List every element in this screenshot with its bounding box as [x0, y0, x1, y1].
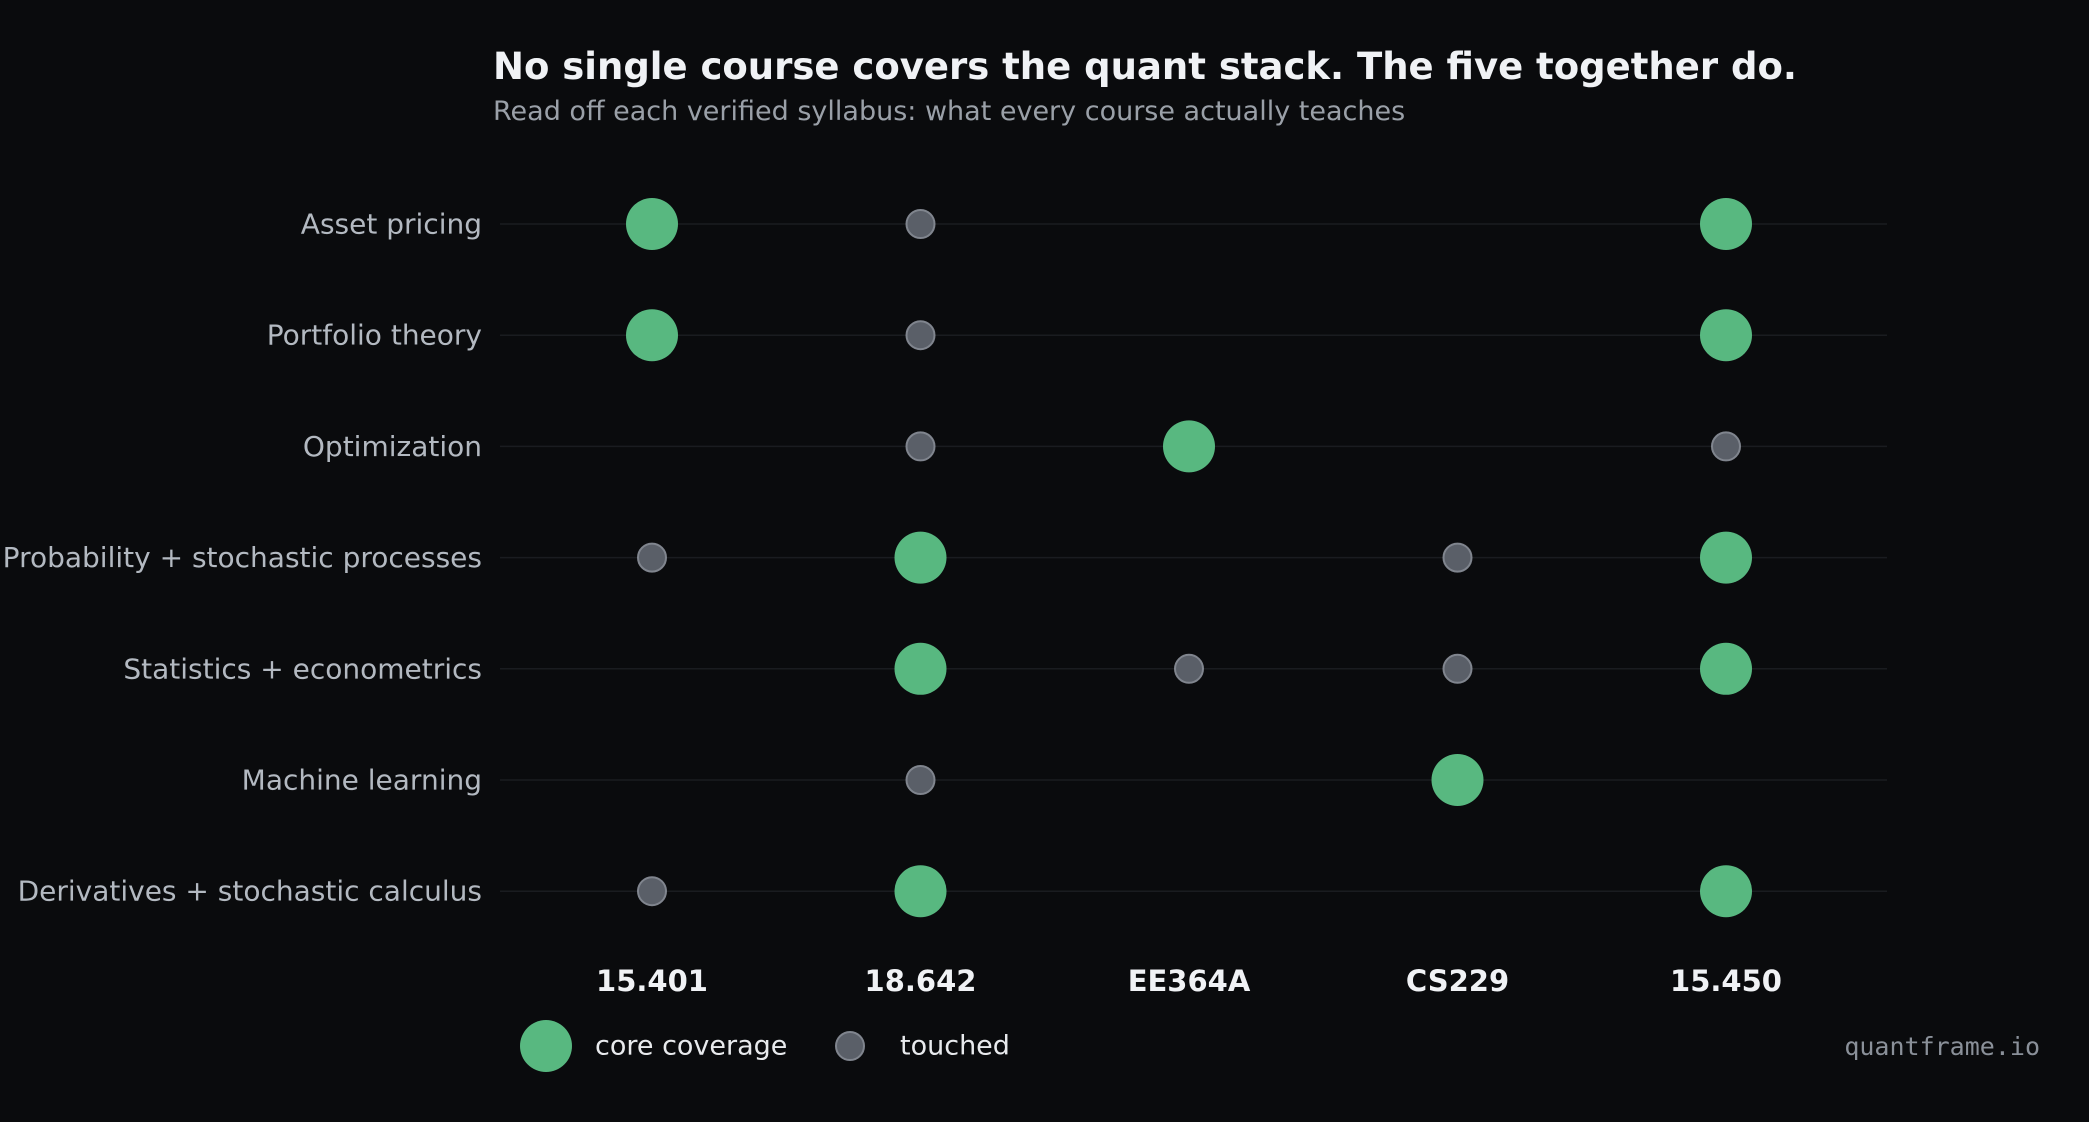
row-labels: Asset pricing Portfolio theory Optimizatio… [3, 208, 482, 908]
core-dot-machine-learning-cs229 [1431, 754, 1484, 806]
row-label-asset-pricing: Asset pricing [301, 208, 482, 241]
watermark: quantframe.io [1844, 1032, 2040, 1061]
column-labels: 15.401 18.642 EE364A CS229 15.450 [596, 964, 1782, 998]
core-dot-probability-stochastic-processes-15-450 [1700, 531, 1752, 584]
row-label-statistics-econometrics: Statistics + econometrics [123, 652, 482, 685]
column-label-cs229: CS229 [1406, 964, 1509, 998]
touched-dot-statistics-econometrics-cs229 [1442, 653, 1473, 684]
touched-dot-probability-stochastic-processes-15-401 [637, 542, 667, 573]
chart-subtitle: Read off each verified syllabus: what ev… [493, 96, 1405, 127]
core-dot-portfolio-theory-15-450 [1700, 309, 1752, 362]
legend-touched-label: touched [900, 1031, 1010, 1062]
row-label-portfolio-theory: Portfolio theory [267, 319, 482, 352]
core-dot-probability-stochastic-processes-18-642 [894, 531, 947, 584]
touched-dot-machine-learning-18-642 [905, 765, 936, 795]
core-dot-asset-pricing-15-401 [626, 198, 678, 250]
column-label-15-401: 15.401 [596, 964, 708, 998]
legend-core-label: core coverage [595, 1031, 787, 1062]
core-dot-derivatives-stochastic-calculus-18-642 [894, 865, 947, 918]
core-dot-asset-pricing-15-450 [1700, 198, 1752, 250]
touched-dot-optimization-18-642 [905, 431, 936, 462]
legend-touched-marker [835, 1031, 865, 1061]
core-dot-statistics-econometrics-15-450 [1700, 642, 1752, 695]
core-dot-statistics-econometrics-18-642 [894, 642, 947, 695]
column-label-18-642: 18.642 [865, 964, 977, 998]
column-label-15-450: 15.450 [1670, 964, 1782, 998]
touched-dot-portfolio-theory-18-642 [905, 320, 936, 351]
touched-dot-optimization-15-450 [1711, 431, 1741, 462]
core-dot-optimization-ee364a [1163, 420, 1215, 473]
touched-dot-probability-stochastic-processes-cs229 [1442, 542, 1473, 573]
coverage-dots [626, 198, 1752, 918]
row-label-optimization: Optimization [303, 430, 482, 463]
legend: core coverage touched [520, 1020, 1010, 1072]
core-dot-portfolio-theory-15-401 [626, 309, 678, 362]
column-label-ee364a: EE364A [1128, 964, 1251, 998]
row-label-machine-learning: Machine learning [242, 764, 482, 797]
core-dot-derivatives-stochastic-calculus-15-450 [1700, 865, 1752, 918]
row-label-derivatives-stochastic-calculus: Derivatives + stochastic calculus [18, 875, 482, 908]
touched-dot-statistics-econometrics-ee364a [1174, 653, 1204, 684]
touched-dot-asset-pricing-18-642 [905, 209, 936, 239]
gridlines [500, 223, 1887, 892]
row-label-probability-stochastic-processes: Probability + stochastic processes [3, 541, 482, 574]
touched-dot-derivatives-stochastic-calculus-15-401 [637, 876, 667, 907]
legend-core-marker [520, 1020, 572, 1072]
chart-title: No single course covers the quant stack.… [493, 45, 1797, 88]
